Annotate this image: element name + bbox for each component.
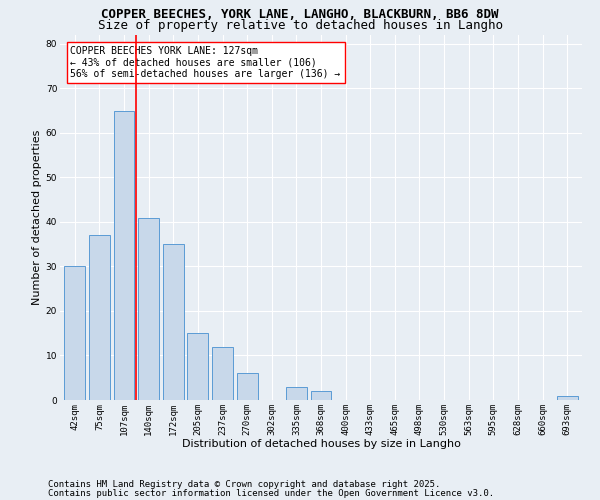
Bar bbox=[113, 110, 134, 400]
Text: COPPER BEECHES YORK LANE: 127sqm
← 43% of detached houses are smaller (106)
56% : COPPER BEECHES YORK LANE: 127sqm ← 43% o… bbox=[70, 46, 341, 79]
Bar bbox=[187, 333, 208, 400]
Y-axis label: Number of detached properties: Number of detached properties bbox=[32, 130, 41, 305]
Text: COPPER BEECHES, YORK LANE, LANGHO, BLACKBURN, BB6 8DW: COPPER BEECHES, YORK LANE, LANGHO, BLACK… bbox=[101, 8, 499, 20]
Text: Size of property relative to detached houses in Langho: Size of property relative to detached ho… bbox=[97, 18, 503, 32]
Bar bbox=[286, 386, 307, 400]
Text: Contains HM Land Registry data © Crown copyright and database right 2025.: Contains HM Land Registry data © Crown c… bbox=[48, 480, 440, 489]
Bar bbox=[89, 236, 110, 400]
Text: Contains public sector information licensed under the Open Government Licence v3: Contains public sector information licen… bbox=[48, 488, 494, 498]
Bar bbox=[212, 346, 233, 400]
Bar bbox=[64, 266, 85, 400]
Bar bbox=[138, 218, 159, 400]
Bar bbox=[311, 391, 331, 400]
Bar bbox=[557, 396, 578, 400]
Bar bbox=[163, 244, 184, 400]
X-axis label: Distribution of detached houses by size in Langho: Distribution of detached houses by size … bbox=[182, 439, 460, 449]
Bar bbox=[236, 374, 257, 400]
